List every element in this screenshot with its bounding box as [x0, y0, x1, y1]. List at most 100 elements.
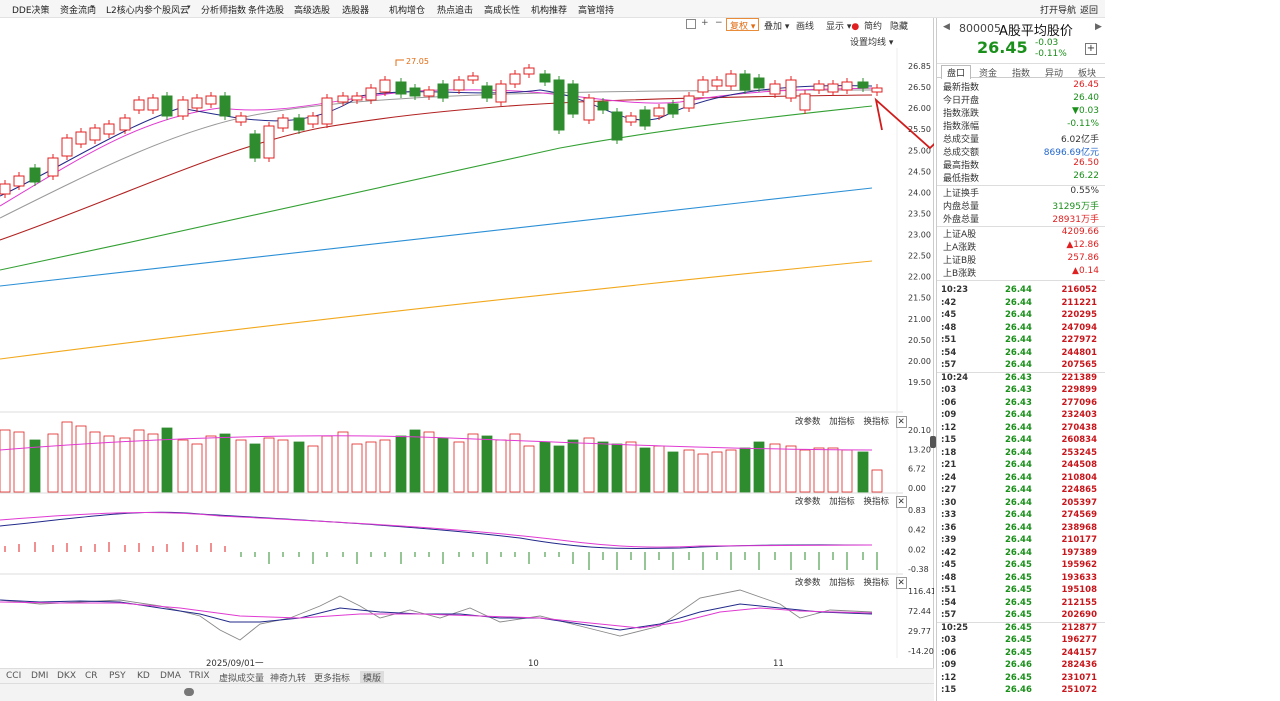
- tick-volume: 205397: [1061, 497, 1098, 508]
- menu-item-hot-chase[interactable]: 热点追击: [437, 6, 474, 16]
- candle-body: [467, 75, 479, 81]
- volume-bar: [697, 453, 709, 493]
- tab-anomaly[interactable]: 异动: [1044, 69, 1063, 79]
- quote-row: 内盘总量 31295万手: [943, 199, 1103, 212]
- scroll-handle[interactable]: [184, 688, 194, 696]
- candle-body: [799, 93, 811, 111]
- menu-item-l2[interactable]: L2核心内参: [106, 6, 153, 16]
- tab-template[interactable]: 模版: [360, 671, 385, 684]
- close-icon[interactable]: ✕: [895, 577, 907, 589]
- volume-bar: [13, 431, 25, 493]
- close-icon[interactable]: ✕: [895, 496, 907, 508]
- menu-item-dde[interactable]: DDE决策: [12, 6, 50, 16]
- zoom-out-icon[interactable]: −: [715, 18, 723, 28]
- tick-price: 26.43: [1005, 385, 1032, 395]
- tab-more-indicators[interactable]: 更多指标: [314, 674, 351, 684]
- menu-item-high-growth[interactable]: 高成长性: [484, 6, 521, 16]
- candle-body: [481, 85, 493, 99]
- volume-bar: [409, 429, 421, 493]
- tick-volume: 277096: [1061, 397, 1098, 408]
- tab-psy[interactable]: PSY: [109, 671, 126, 681]
- kdj-axis-tick-label: -14.20: [908, 647, 934, 656]
- tick-volume: 274569: [1061, 510, 1098, 520]
- menu-item-analyst-index[interactable]: 分析师指数: [201, 6, 247, 16]
- candle-body: [495, 83, 507, 103]
- tab-dma[interactable]: DMA: [160, 671, 181, 681]
- tab-cci[interactable]: CCI: [6, 671, 22, 681]
- volume-bar: [753, 441, 765, 493]
- candle-body: [337, 95, 349, 103]
- tab-index[interactable]: 指数: [1011, 69, 1030, 79]
- quote-row-label: 内盘总量: [943, 202, 980, 212]
- candle-body: [205, 95, 217, 105]
- tab-cr[interactable]: CR: [85, 671, 98, 681]
- add-indicator-button[interactable]: 加指标: [829, 578, 855, 588]
- candle-body: [147, 97, 159, 111]
- overlay-button[interactable]: 叠加 ▾: [764, 22, 790, 32]
- tick-price: 26.43: [1005, 397, 1032, 408]
- volume-bar: [785, 445, 797, 493]
- volume-bar: [219, 433, 231, 493]
- change-param-button[interactable]: 改参数: [795, 417, 821, 427]
- menu-item-fund-flow[interactable]: 资金流向: [60, 6, 97, 16]
- menu-item-stock-cloud[interactable]: 个股风云: [153, 6, 190, 16]
- tab-dkx[interactable]: DKX: [57, 671, 76, 681]
- quote-row: 指数涨跌 ▼0.03: [943, 106, 1103, 119]
- menu-item-advanced-select[interactable]: 高级选股: [294, 6, 331, 16]
- change-param-button[interactable]: 改参数: [795, 497, 821, 507]
- tab-trix[interactable]: TRIX: [189, 671, 210, 681]
- menu-item-inst-recommend[interactable]: 机构推荐: [531, 6, 568, 16]
- price-axis-tick-label: 20.00: [908, 357, 931, 366]
- volume-axis-tick-label: 0.00: [908, 484, 926, 493]
- panel-toggle-icon[interactable]: [930, 436, 936, 448]
- candle-body: [235, 115, 247, 123]
- menu-item-inst-increase[interactable]: 机构增仓: [389, 6, 426, 16]
- swap-indicator-button[interactable]: 换指标: [863, 417, 889, 427]
- draw-line-button[interactable]: 画线: [796, 22, 815, 32]
- close-icon[interactable]: ✕: [895, 416, 907, 428]
- volume-bar: [235, 439, 247, 493]
- simple-button[interactable]: 简约: [864, 22, 883, 32]
- candle-body: [219, 95, 231, 117]
- tab-sector[interactable]: 板块: [1077, 69, 1096, 79]
- tab-virtual-volume[interactable]: 虚拟成交量: [219, 674, 265, 684]
- prev-stock-icon[interactable]: ◀: [943, 22, 950, 32]
- tab-dmi[interactable]: DMI: [31, 671, 49, 681]
- volume-bar: [597, 441, 609, 493]
- tick-row: :03 26.45 196277: [941, 635, 1103, 648]
- tick-time: :03: [941, 635, 957, 645]
- tab-funds[interactable]: 资金: [978, 69, 997, 79]
- zoom-in-icon[interactable]: +: [701, 18, 709, 28]
- add-indicator-button[interactable]: 加指标: [829, 417, 855, 427]
- tick-price: 26.44: [1005, 497, 1032, 508]
- add-watch-icon[interactable]: +: [1085, 43, 1097, 55]
- tab-kd[interactable]: KD: [137, 671, 150, 681]
- tick-time: :12: [941, 672, 957, 683]
- copy-icon[interactable]: [686, 19, 696, 29]
- tick-time: :51: [941, 585, 957, 595]
- volume-bar: [509, 433, 521, 493]
- hide-button[interactable]: 隐藏: [890, 22, 909, 32]
- add-indicator-button[interactable]: 加指标: [829, 497, 855, 507]
- tab-pankou[interactable]: 盘口: [941, 65, 971, 79]
- swap-indicator-button[interactable]: 换指标: [863, 578, 889, 588]
- quote-row-value: 26.50: [1073, 158, 1099, 168]
- tick-price: 26.45: [1005, 647, 1032, 658]
- tick-row: :15 26.44 260834: [941, 435, 1103, 448]
- tab-magic-nine[interactable]: 神奇九转: [270, 674, 307, 684]
- swap-indicator-button[interactable]: 换指标: [863, 497, 889, 507]
- next-stock-icon[interactable]: ▶: [1095, 22, 1102, 32]
- fuquan-button[interactable]: 复权 ▾: [726, 18, 760, 32]
- menu-item-stock-selector[interactable]: 选股器: [342, 6, 370, 16]
- tick-time: 10:25: [941, 622, 969, 633]
- ma-60-line: [0, 105, 873, 271]
- open-nav-link[interactable]: 打开导航: [1040, 6, 1077, 16]
- back-link[interactable]: 返回: [1080, 6, 1099, 16]
- menu-item-condition-select[interactable]: 条件选股: [248, 6, 285, 16]
- tick-price: 26.44: [1005, 360, 1032, 370]
- menu-item-exec-increase[interactable]: 高管增持: [578, 6, 615, 16]
- candle-body: [683, 95, 695, 109]
- change-param-button[interactable]: 改参数: [795, 578, 821, 588]
- show-button[interactable]: 显示 ▾●: [826, 22, 860, 32]
- ma-setting-button[interactable]: 设置均线 ▾: [850, 38, 894, 48]
